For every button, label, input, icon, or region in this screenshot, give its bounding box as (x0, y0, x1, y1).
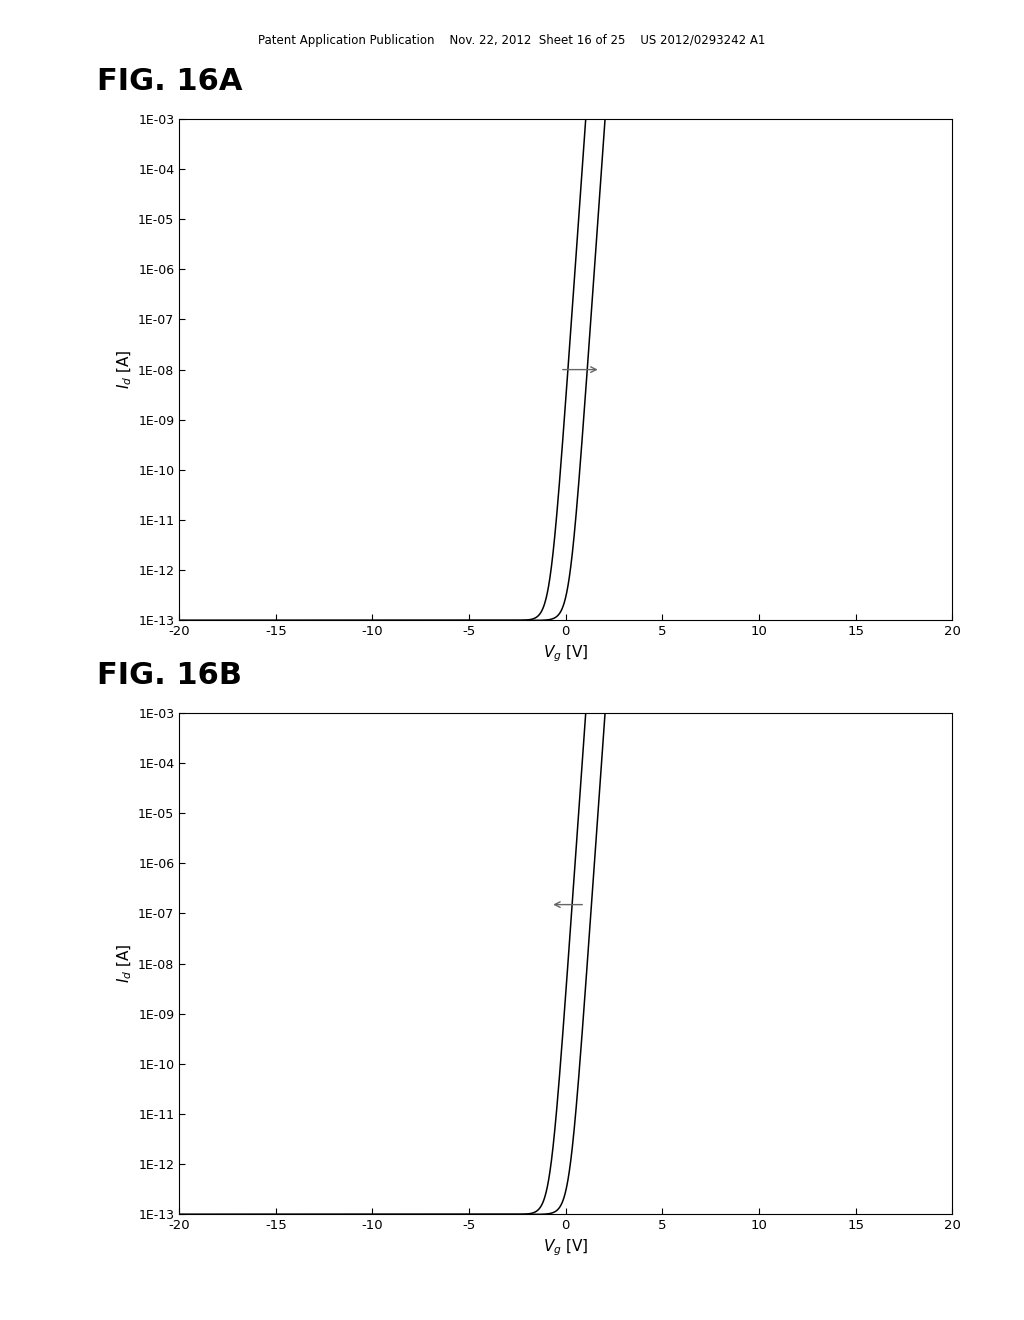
Text: Patent Application Publication    Nov. 22, 2012  Sheet 16 of 25    US 2012/02932: Patent Application Publication Nov. 22, … (258, 34, 766, 48)
X-axis label: $V_g$ [V]: $V_g$ [V] (543, 644, 589, 664)
X-axis label: $V_g$ [V]: $V_g$ [V] (543, 1238, 589, 1258)
Text: FIG. 16B: FIG. 16B (97, 661, 243, 690)
Y-axis label: $I_d$ [A]: $I_d$ [A] (116, 944, 134, 983)
Text: FIG. 16A: FIG. 16A (97, 67, 243, 96)
Y-axis label: $I_d$ [A]: $I_d$ [A] (116, 350, 134, 389)
